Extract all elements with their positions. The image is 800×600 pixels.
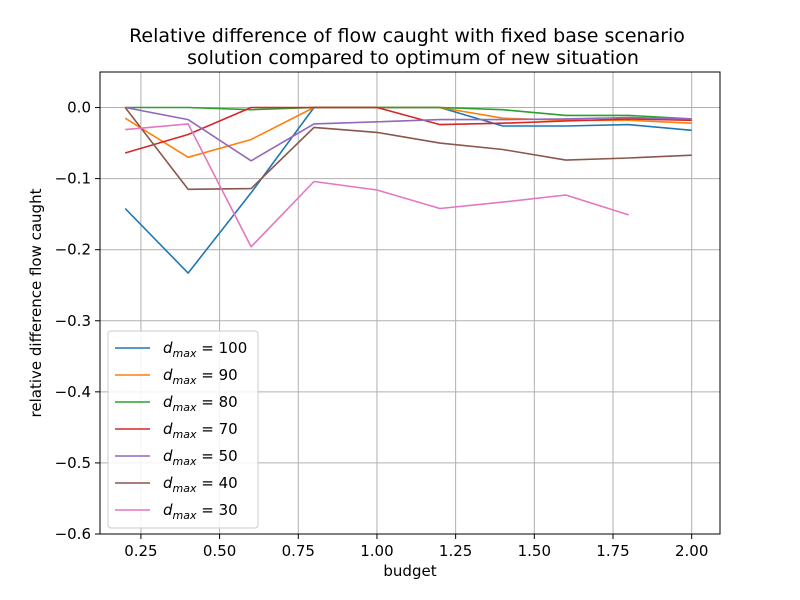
series-line-dmax-80 [125,106,692,120]
y-tick-label: −0.3 [55,312,91,330]
grid [100,72,720,535]
y-tick-label: −0.5 [55,454,91,472]
legend-label-dmax-90: dmax = 90 [163,366,238,387]
y-tick-label: −0.1 [55,170,91,188]
legend-label-dmax-80: dmax = 80 [163,393,238,414]
x-tick-label: 0.75 [282,542,315,560]
y-axis-label: relative difference flow caught [27,188,45,417]
legend-label-dmax-50: dmax = 50 [163,447,238,468]
series-line-dmax-40 [124,107,692,191]
y-tick-label: −0.2 [55,241,91,259]
x-tick-label: 0.50 [203,542,236,560]
legend-box [107,330,259,529]
x-axis-label: budget [383,562,436,580]
y-tick-label: −0.4 [55,383,91,401]
legend-label-dmax-100: dmax = 100 [163,339,247,360]
series-line-dmax-50 [125,106,692,162]
x-tick-label: 2.00 [675,542,708,560]
legend-label-dmax-40: dmax = 40 [163,474,238,495]
chart-title-line-1: Relative difference of flow caught with … [129,25,685,47]
y-tick-label: 0.0 [67,99,91,117]
chart-title-line-2: solution compared to optimum of new situ… [187,47,639,69]
legend-label-dmax-70: dmax = 70 [163,420,238,441]
series-line-dmax-100 [124,106,692,274]
legend: dmax = 100 dmax = 90 dmax = 80 dmax = 70 dma… [107,330,259,529]
series-lines [124,106,692,274]
series-line-dmax-30 [125,123,629,248]
plot-frame [99,71,721,535]
x-tick-label: 1.75 [596,542,629,560]
x-tick-label: 0.25 [124,542,157,560]
y-tick-label: −0.6 [55,525,91,543]
legend-label-dmax-30: dmax = 30 [163,501,238,522]
x-tick-label: 1.00 [360,542,393,560]
x-tick-label: 1.50 [518,542,551,560]
x-tick-label: 1.25 [439,542,472,560]
series-line-dmax-70 [124,106,692,154]
ticks: 0.25 0.50 0.75 1.00 1.25 1.50 1.75 2.00 0.0 −0.1 −… [55,99,709,560]
